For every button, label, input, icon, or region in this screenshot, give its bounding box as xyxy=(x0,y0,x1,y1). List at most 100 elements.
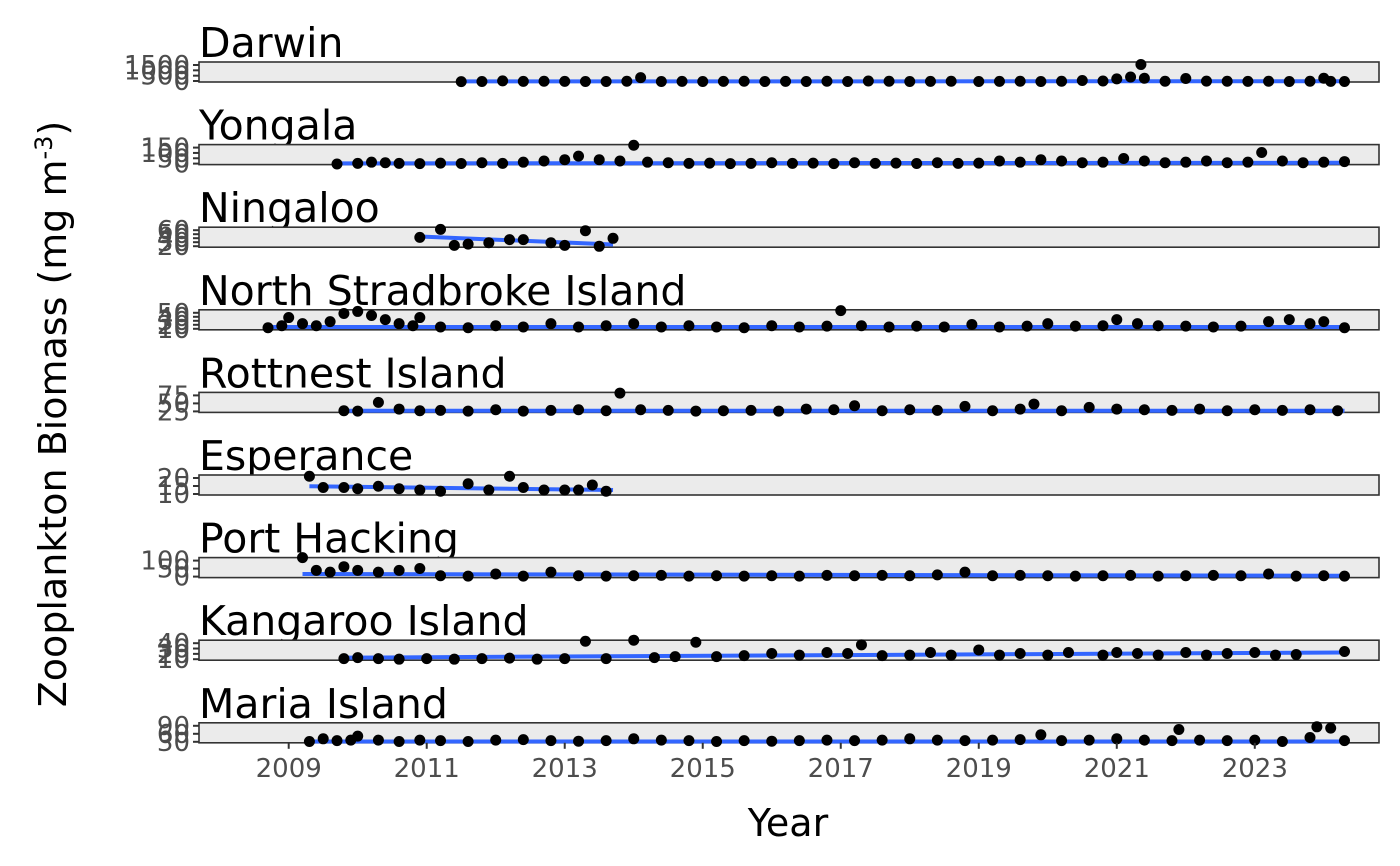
data-point xyxy=(1283,314,1295,326)
data-point xyxy=(559,154,571,166)
data-point xyxy=(324,566,336,578)
data-point xyxy=(621,75,633,87)
data-point xyxy=(1097,156,1109,168)
data-point xyxy=(1131,648,1143,660)
y-axis-title-text: Zooplankton Biomass (mg m xyxy=(31,159,75,707)
data-point xyxy=(586,479,598,491)
data-point xyxy=(1028,398,1040,410)
data-point xyxy=(483,484,495,496)
data-point xyxy=(952,157,964,169)
data-point xyxy=(635,72,647,84)
data-point xyxy=(504,234,516,246)
data-point xyxy=(704,157,716,169)
y-tick-label: 20 xyxy=(157,311,190,341)
data-point xyxy=(379,157,391,169)
data-point xyxy=(1135,59,1147,70)
data-point xyxy=(1221,75,1233,87)
data-point xyxy=(828,404,840,416)
y-tick-label: 100 xyxy=(140,139,190,169)
data-point xyxy=(393,653,405,665)
data-point xyxy=(1035,76,1047,87)
data-point xyxy=(600,320,612,332)
data-point xyxy=(800,76,812,87)
data-point xyxy=(462,570,474,582)
data-point xyxy=(959,400,971,412)
data-point xyxy=(931,569,943,581)
data-point xyxy=(1249,404,1261,416)
data-point xyxy=(676,75,688,87)
data-point xyxy=(683,570,695,582)
data-point xyxy=(1263,568,1275,580)
data-point xyxy=(517,570,529,582)
data-point xyxy=(517,482,529,493)
data-point xyxy=(1338,645,1350,657)
data-point xyxy=(462,735,474,747)
data-point xyxy=(1062,647,1074,659)
data-point xyxy=(697,76,709,87)
data-point xyxy=(1276,404,1288,416)
data-point xyxy=(1014,403,1026,415)
data-point xyxy=(1338,735,1350,747)
data-point xyxy=(883,321,895,333)
data-point xyxy=(1014,648,1026,660)
y-tick-label: 50 xyxy=(157,555,190,585)
data-point xyxy=(1200,649,1212,661)
data-point xyxy=(745,157,757,169)
data-point xyxy=(414,158,426,170)
data-point xyxy=(1111,647,1123,659)
data-point xyxy=(573,484,585,496)
data-point xyxy=(1297,157,1309,169)
data-point xyxy=(1207,569,1219,581)
x-tick-label: 2011 xyxy=(394,754,460,784)
data-point xyxy=(1166,735,1178,747)
facet-title: North Stradbroke Island xyxy=(199,267,686,315)
data-point xyxy=(1338,322,1350,334)
data-point xyxy=(338,653,350,665)
data-point xyxy=(828,158,840,170)
data-point xyxy=(773,405,785,417)
data-point xyxy=(904,76,916,87)
data-point xyxy=(414,405,426,417)
data-point xyxy=(973,157,985,169)
trend-line xyxy=(337,160,1345,166)
data-point xyxy=(766,570,778,582)
x-tick-label: 2017 xyxy=(808,754,874,784)
data-point xyxy=(352,564,364,576)
data-point xyxy=(1014,156,1026,168)
data-point xyxy=(987,570,999,582)
y-axis-title: Zooplankton Biomass (mg m-3) xyxy=(30,121,75,708)
data-point xyxy=(786,157,798,169)
data-point xyxy=(448,239,460,251)
data-point xyxy=(303,470,315,482)
data-point xyxy=(628,570,640,582)
data-point xyxy=(559,484,571,496)
data-point xyxy=(1242,156,1254,168)
y-tick-label: 0 xyxy=(173,563,190,593)
data-point xyxy=(1194,734,1206,746)
data-point xyxy=(1256,146,1268,158)
data-point xyxy=(414,312,426,324)
data-point xyxy=(1194,403,1206,415)
data-point xyxy=(600,76,612,87)
y-tick-label: 25 xyxy=(157,397,190,427)
y-tick-label: 0 xyxy=(173,150,190,180)
data-point xyxy=(352,483,364,495)
data-point xyxy=(573,321,585,333)
data-point xyxy=(1097,75,1109,87)
data-point xyxy=(517,321,529,333)
data-point xyxy=(559,239,571,251)
data-point xyxy=(490,734,502,746)
data-point xyxy=(1200,155,1212,167)
y-tick-label: 90 xyxy=(157,712,190,742)
data-point xyxy=(338,561,350,573)
data-point xyxy=(1338,570,1350,582)
data-point xyxy=(1069,320,1081,332)
data-point xyxy=(1042,570,1054,582)
data-point xyxy=(614,155,626,167)
data-point xyxy=(393,483,405,495)
data-point xyxy=(849,400,861,412)
